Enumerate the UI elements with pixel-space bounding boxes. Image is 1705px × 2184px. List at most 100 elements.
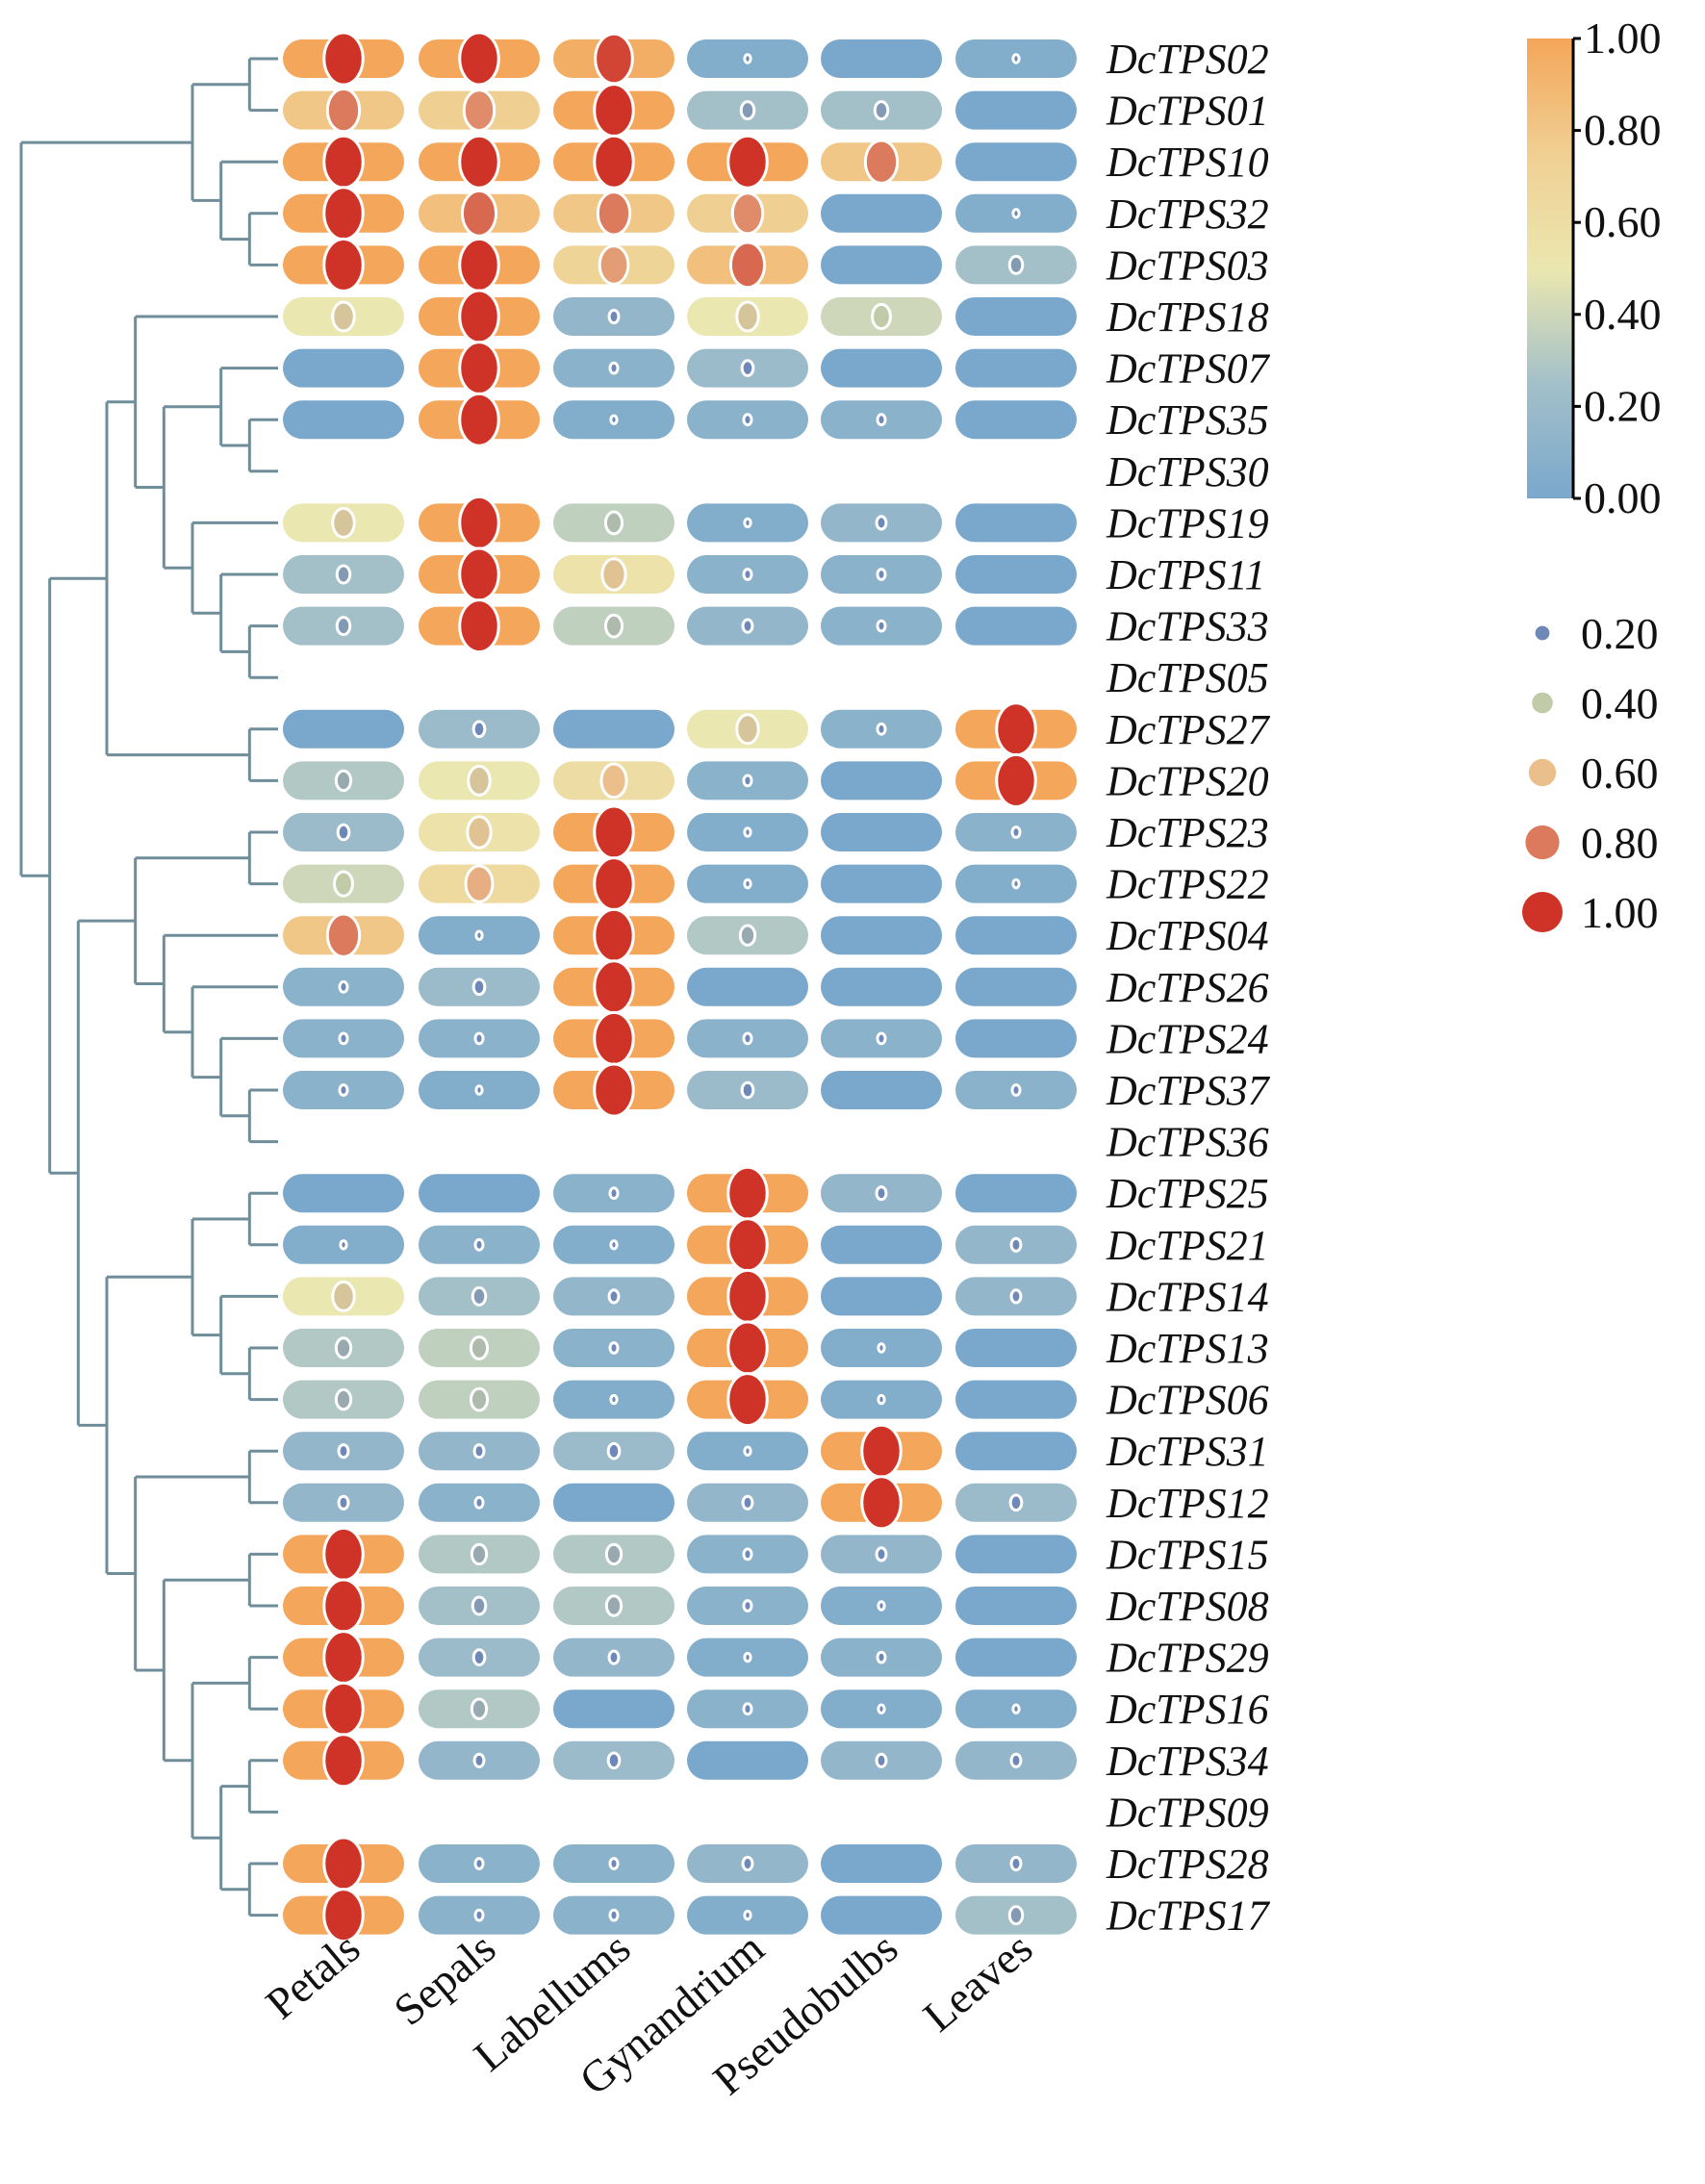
row-label: DcTPS35: [1106, 396, 1269, 444]
row-label: DcTPS18: [1106, 293, 1269, 341]
cell-dot: [876, 413, 887, 427]
heatmap-cell: [283, 31, 404, 87]
cell-dot: [471, 978, 487, 997]
cell-dot: [726, 1372, 769, 1428]
cell-dot: [603, 613, 624, 639]
heatmap-cell: [821, 1689, 942, 1729]
heatmap-cell: [283, 1432, 404, 1471]
heatmap-cell: [419, 1019, 540, 1058]
cell-background: [955, 90, 1077, 130]
row-label: DcTPS32: [1106, 190, 1269, 238]
cell-background: [955, 916, 1077, 955]
heatmap-cell: [419, 546, 540, 602]
heatmap-cell: [955, 606, 1077, 646]
cell-dot: [604, 1542, 623, 1566]
row-label: DcTPS19: [1106, 499, 1269, 546]
heatmap-cell: [955, 1844, 1077, 1883]
heatmap-cell: [283, 400, 404, 440]
size-legend-dot: [1532, 692, 1553, 714]
heatmap-cell: [821, 555, 942, 594]
cell-dot: [607, 1649, 621, 1665]
heatmap-cell: [955, 555, 1077, 594]
cell-dot: [322, 1836, 365, 1892]
row-label: DcTPS37: [1106, 1067, 1271, 1114]
cell-background: [955, 1587, 1077, 1625]
cell-dot: [726, 134, 769, 190]
cell-dot: [593, 1010, 635, 1066]
cell-dot: [606, 1441, 622, 1460]
row-label: DcTPS06: [1106, 1377, 1269, 1424]
heatmap-cell: [687, 1372, 808, 1428]
cell-dot: [876, 722, 887, 736]
heatmap-cell: [553, 761, 674, 800]
cell-dot: [743, 53, 752, 64]
cell-dot: [860, 1423, 903, 1479]
heatmap-cell: [687, 709, 808, 749]
heatmap-cell: [553, 503, 674, 543]
cell-background: [283, 709, 404, 749]
heatmap-cell: [553, 709, 674, 749]
cell-dot: [338, 1031, 349, 1046]
cell-dot: [471, 1648, 487, 1666]
cell-dot: [464, 864, 495, 903]
cell-dot: [742, 1599, 753, 1613]
cell-dot: [735, 300, 760, 333]
heatmap-cell: [955, 1380, 1077, 1419]
heatmap-cell: [283, 967, 404, 1006]
heatmap-cell: [955, 400, 1077, 440]
cell-dot: [735, 713, 760, 746]
cell-background: [955, 1174, 1077, 1213]
row-label: DcTPS01: [1106, 88, 1269, 135]
heatmap-cell: [687, 916, 808, 955]
row-label: DcTPS07: [1106, 345, 1271, 393]
cell-background: [955, 1380, 1077, 1419]
cell-dot: [600, 557, 627, 592]
heatmap-cell: [687, 191, 808, 236]
heatmap-cell: [553, 1329, 674, 1367]
cell-dot: [1010, 825, 1022, 839]
cell-dot: [877, 1703, 886, 1714]
cell-background: [821, 193, 942, 233]
cell-dot: [470, 1697, 489, 1720]
heatmap-cell: [687, 348, 808, 388]
colorbar-tick-label: 0.20: [1584, 381, 1662, 430]
heatmap-cell: [283, 503, 404, 543]
cell-dot: [876, 1650, 887, 1664]
cell-dot: [1009, 1236, 1023, 1253]
cell-dot: [470, 1542, 489, 1566]
cell-dot: [609, 1393, 619, 1406]
cell-dot: [334, 769, 353, 793]
cell-dot: [1007, 254, 1025, 275]
cell-dot: [473, 1908, 485, 1922]
cell-dot: [466, 815, 493, 850]
heatmap-cell: [821, 1423, 942, 1479]
cell-dot: [608, 361, 620, 375]
cell-background: [821, 967, 942, 1006]
column-label: Leaves: [914, 1923, 1042, 2042]
heatmap-cell: [419, 916, 540, 955]
heatmap-cell: [955, 1740, 1077, 1780]
heatmap-cell: [687, 1071, 808, 1109]
heatmap-cell: [283, 1578, 404, 1634]
heatmap-cell: [419, 761, 540, 800]
heatmap-cell: [553, 134, 674, 190]
cell-dot: [606, 1751, 622, 1770]
heatmap-cell: [553, 32, 674, 86]
cell-dot: [876, 1031, 887, 1046]
heatmap-cell: [955, 1895, 1077, 1935]
size-legend-dot: [1525, 825, 1560, 860]
cell-dot: [875, 515, 888, 531]
cell-dot: [604, 1594, 623, 1617]
cell-dot: [322, 31, 365, 87]
cell-dot: [743, 1651, 752, 1663]
cell-dot: [1009, 1752, 1023, 1768]
cell-dot: [740, 359, 755, 377]
heatmap-cell: [419, 31, 540, 87]
cell-dot: [593, 1062, 635, 1118]
cell-background: [283, 348, 404, 388]
heatmap-cell: [821, 1535, 942, 1574]
heatmap-cell: [821, 916, 942, 955]
cell-background: [553, 709, 674, 749]
heatmap-cell: [955, 1535, 1077, 1574]
cell-dot: [609, 1239, 619, 1251]
